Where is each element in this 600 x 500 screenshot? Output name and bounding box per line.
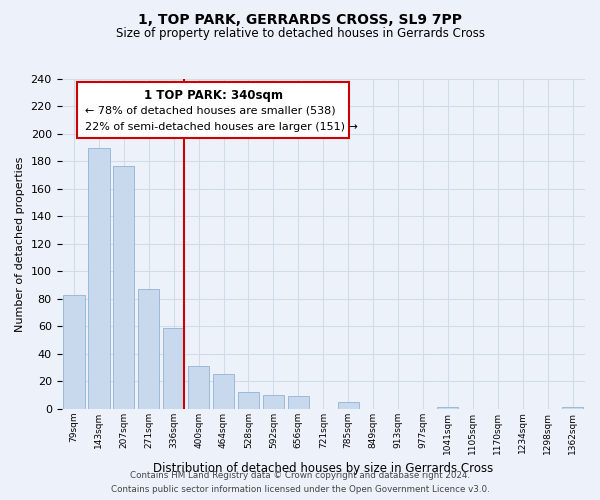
- Bar: [263, 395, 284, 409]
- Text: 1, TOP PARK, GERRARDS CROSS, SL9 7PP: 1, TOP PARK, GERRARDS CROSS, SL9 7PP: [138, 12, 462, 26]
- Bar: [138, 289, 160, 409]
- Text: 1 TOP PARK: 340sqm: 1 TOP PARK: 340sqm: [144, 89, 283, 102]
- Text: ← 78% of detached houses are smaller (538): ← 78% of detached houses are smaller (53…: [85, 106, 336, 116]
- Bar: [288, 396, 309, 409]
- Bar: [338, 402, 359, 409]
- Text: 22% of semi-detached houses are larger (151) →: 22% of semi-detached houses are larger (…: [85, 122, 358, 132]
- Bar: [163, 328, 184, 409]
- FancyBboxPatch shape: [77, 82, 349, 138]
- Text: Contains HM Land Registry data © Crown copyright and database right 2024.
Contai: Contains HM Land Registry data © Crown c…: [110, 472, 490, 494]
- X-axis label: Distribution of detached houses by size in Gerrards Cross: Distribution of detached houses by size …: [153, 462, 493, 475]
- Bar: [437, 408, 458, 409]
- Text: Size of property relative to detached houses in Gerrards Cross: Size of property relative to detached ho…: [115, 28, 485, 40]
- Bar: [238, 392, 259, 409]
- Bar: [213, 374, 234, 409]
- Bar: [64, 294, 85, 409]
- Bar: [113, 166, 134, 409]
- Bar: [562, 408, 583, 409]
- Y-axis label: Number of detached properties: Number of detached properties: [15, 156, 25, 332]
- Bar: [88, 148, 110, 409]
- Bar: [188, 366, 209, 409]
